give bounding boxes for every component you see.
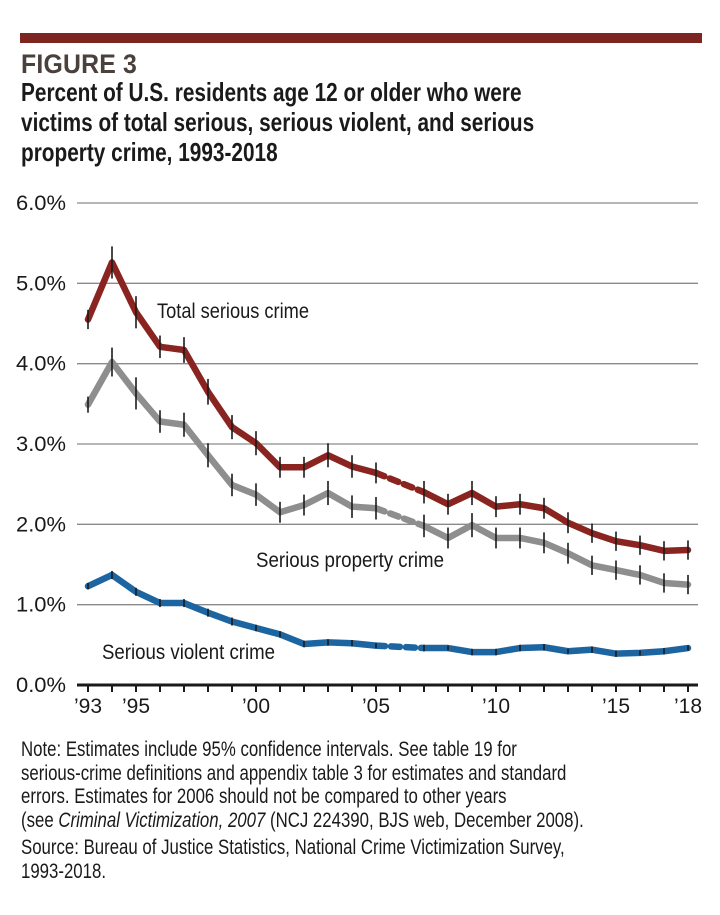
source-line: 1993-2018.	[21, 859, 107, 883]
series-dashed-total	[372, 469, 428, 496]
y-tick-label: 3.0%	[16, 433, 66, 456]
series-line-total	[420, 488, 692, 555]
x-tick-label: ’15	[602, 695, 630, 718]
footnote: Note: Estimates include 95% confidence i…	[21, 738, 701, 883]
x-tick-label: ’05	[362, 695, 390, 718]
y-tick-label: 1.0%	[16, 594, 66, 617]
note-line: Note: Estimates include 95% confidence i…	[21, 738, 517, 761]
x-tick-label: ’18	[674, 695, 702, 718]
label-total-serious-crime: Total serious crime	[157, 300, 309, 323]
series-labels: Total serious crime Serious property cri…	[102, 300, 444, 664]
figure-label: FIGURE 3	[21, 49, 138, 79]
series-violent	[84, 570, 692, 657]
series-property	[84, 347, 692, 595]
y-tick-label: 0.0%	[16, 674, 66, 697]
y-tick-label: 6.0%	[16, 192, 66, 215]
gridlines	[77, 202, 698, 606]
note-text: (see	[21, 808, 59, 832]
y-tick-label: 5.0%	[16, 272, 66, 295]
publication-title: Criminal Victimization, 2007	[58, 808, 266, 832]
chart-title-line: property crime, 1993-2018	[21, 137, 278, 167]
source-line: Source: Bureau of Justice Statistics, Na…	[21, 836, 565, 859]
y-axis-labels: 0.0% 1.0% 2.0% 3.0% 4.0% 5.0% 6.0%	[16, 192, 66, 697]
series-dashed-property	[372, 505, 428, 530]
series-group	[84, 246, 692, 657]
x-tick-label: ’93	[74, 695, 102, 718]
series-line-violent	[420, 643, 692, 657]
series-total	[84, 246, 692, 561]
note-line: serious-crime definitions and appendix t…	[21, 761, 567, 785]
series-line-violent	[84, 571, 380, 649]
chart-title: Percent of U.S. residents age 12 or olde…	[21, 77, 581, 167]
series-dashed-violent	[372, 642, 428, 652]
chart-title-line: Percent of U.S. residents age 12 or olde…	[21, 77, 522, 107]
y-tick-label: 2.0%	[16, 513, 66, 536]
label-serious-property-crime: Serious property crime	[256, 549, 444, 572]
note-text: (NCJ 224390, BJS web, December 2008).	[265, 808, 584, 832]
label-serious-violent-crime: Serious violent crime	[102, 641, 275, 664]
x-axis: ’93 ’95 ’00 ’05 ’10 ’15 ’18	[74, 683, 702, 718]
line-chart: 0.0% 1.0% 2.0% 3.0% 4.0% 5.0% 6.0% ’93 ’95 ’00 ’0…	[16, 192, 702, 718]
y-tick-label: 4.0%	[16, 353, 66, 376]
note-line: (see Criminal Victimization, 2007 (NCJ 2…	[21, 809, 701, 833]
chart-title-line: victims of total serious, serious violen…	[21, 107, 535, 137]
x-tick-label: ’10	[482, 695, 510, 718]
series-line-property	[420, 521, 692, 588]
note-line: errors. Estimates for 2006 should not be…	[21, 785, 507, 808]
x-tick-label: ’95	[122, 695, 150, 718]
accent-bar	[20, 33, 702, 43]
x-tick-label: ’00	[242, 695, 270, 718]
series-line-total	[84, 259, 380, 477]
